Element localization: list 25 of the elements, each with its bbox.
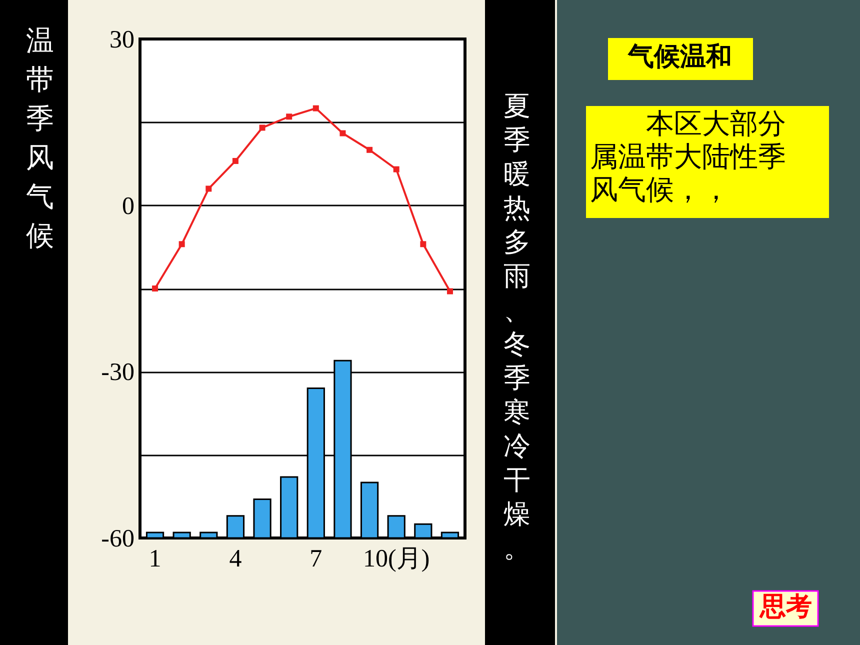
point xyxy=(393,166,400,172)
point xyxy=(366,146,373,153)
point xyxy=(420,241,426,248)
point xyxy=(206,186,212,192)
point xyxy=(312,105,319,112)
point xyxy=(232,158,238,164)
y-tick-label: 0 xyxy=(122,192,134,220)
text: 夏季暖热多雨、冬季寒冷干燥。 xyxy=(504,91,530,564)
text: 本区大部分属温带大陆性季风气候，， xyxy=(590,107,786,206)
point xyxy=(446,288,453,294)
point xyxy=(286,114,292,120)
y-tick-label: -30 xyxy=(101,359,134,386)
point xyxy=(152,286,158,292)
text: 温带季风气候 xyxy=(26,24,54,252)
y-tick-label: -60 xyxy=(101,526,134,552)
x-tick-label: 10(月) xyxy=(363,546,430,572)
x-tick-label: 4 xyxy=(229,546,242,572)
point xyxy=(259,124,266,131)
text: 气候温和 xyxy=(627,42,732,72)
x-tick-label: 7 xyxy=(310,546,322,572)
text: 思考 xyxy=(759,592,812,622)
point xyxy=(340,130,346,136)
y-tick-label: 30 xyxy=(110,26,134,54)
point xyxy=(178,241,185,248)
x-tick-label: 1 xyxy=(148,546,162,572)
